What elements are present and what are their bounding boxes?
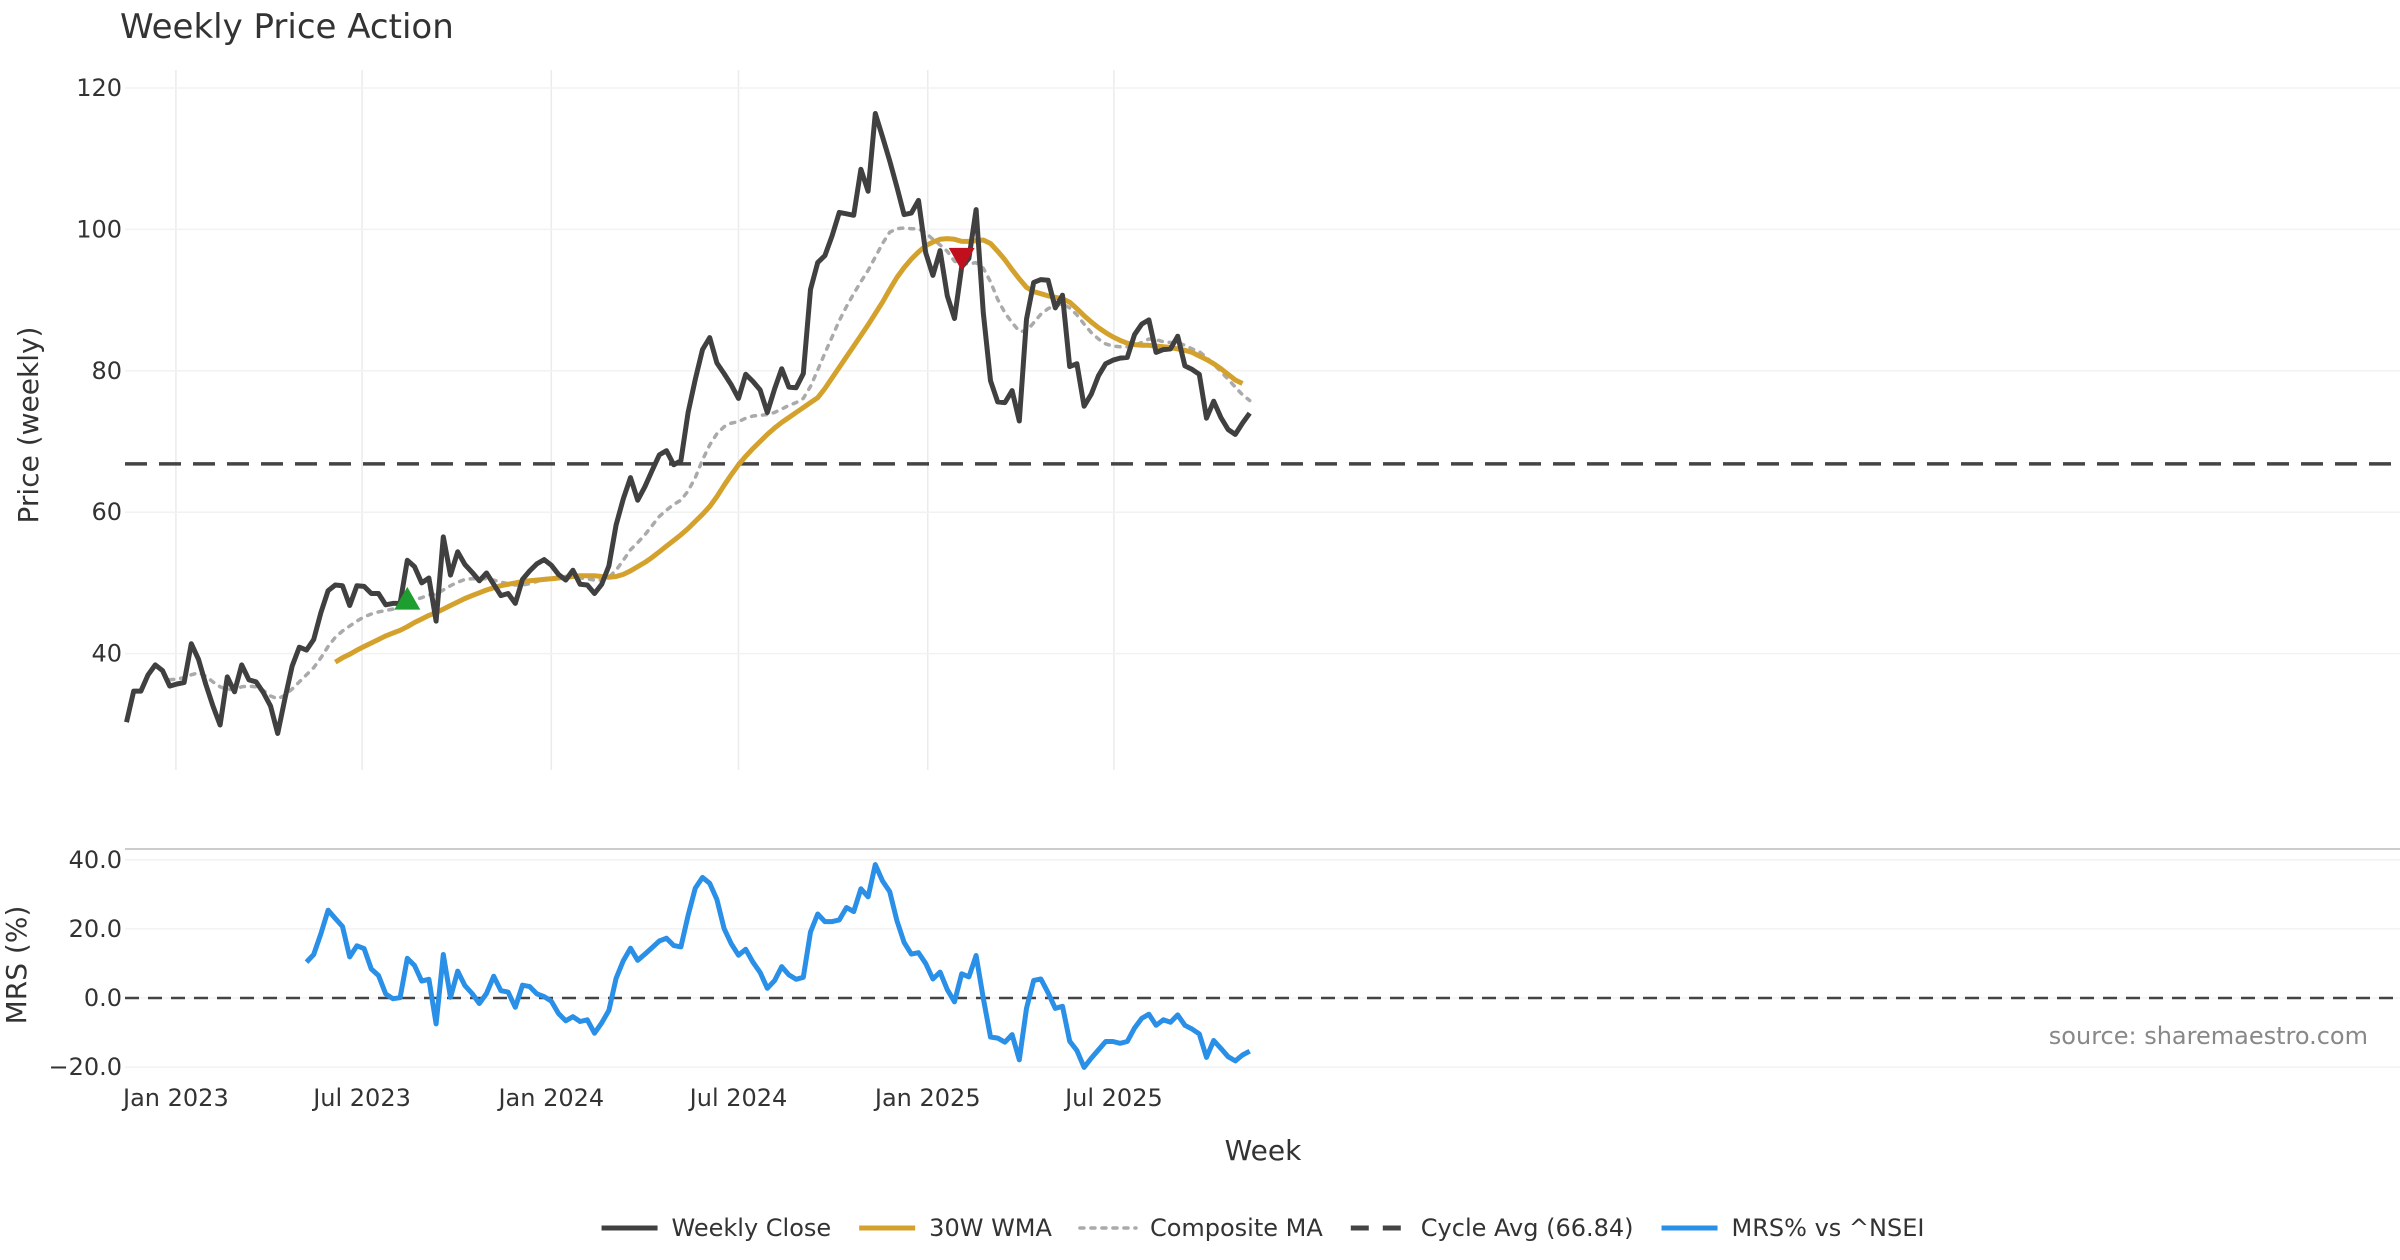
legend-item: 30W WMA	[859, 1214, 1053, 1242]
price-y-tick-label: 40	[91, 640, 122, 668]
legend-item: Composite MA	[1078, 1214, 1323, 1242]
mrs-y-tick-labels: 40.0 20.0 0.0 −20.0	[48, 846, 122, 1081]
mrs-y-tick-label: 0.0	[84, 984, 122, 1012]
mrs-panel: 40.0 20.0 0.0 −20.0 MRS (%) source: sharema…	[0, 846, 2400, 1081]
x-tick-label: Jul 2023	[311, 1084, 411, 1112]
price-y-tick-label: 60	[91, 498, 122, 526]
legend: Weekly Close 30W WMA Composite MA Cycle Avg…	[601, 1214, 1925, 1242]
legend-label: 30W WMA	[929, 1214, 1052, 1242]
price-panel: 40 60 80 100 120 Price (weekly)	[12, 70, 2400, 770]
source-note: source: sharemaestro.com	[2049, 1022, 2368, 1050]
mrs-series-group	[304, 862, 1251, 1070]
price-horizontal-grid	[125, 87, 2400, 655]
legend-label: MRS% vs ^NSEI	[1732, 1214, 1925, 1242]
chart-title: Weekly Price Action	[120, 7, 454, 47]
x-tick-label: Jul 2024	[688, 1084, 788, 1112]
x-tick-label: Jan 2023	[121, 1084, 229, 1112]
price-series-group	[124, 111, 1252, 736]
price-y-tick-label: 80	[91, 357, 122, 385]
legend-item: MRS% vs ^NSEI	[1661, 1214, 1925, 1242]
x-tick-label: Jul 2025	[1063, 1084, 1163, 1112]
legend-item: Cycle Avg (66.84)	[1350, 1214, 1634, 1242]
30w-wma-line	[334, 236, 1244, 665]
x-tick-label: Jan 2024	[496, 1084, 604, 1112]
weekly-close-line	[124, 111, 1252, 736]
legend-label: Cycle Avg (66.84)	[1421, 1214, 1634, 1242]
composite-ma-line	[167, 226, 1252, 701]
mrs-line	[304, 862, 1251, 1070]
mrs-y-axis-title: MRS (%)	[0, 906, 33, 1025]
price-y-tick-label: 120	[76, 74, 122, 102]
mrs-y-tick-label: 40.0	[69, 846, 122, 874]
mrs-y-tick-label: −20.0	[48, 1053, 122, 1081]
legend-label: Weekly Close	[672, 1214, 832, 1242]
sell-signal-marker	[948, 247, 975, 271]
legend-item: Weekly Close	[601, 1214, 832, 1242]
price-y-tick-label: 100	[76, 215, 122, 243]
legend-label: Composite MA	[1150, 1214, 1323, 1242]
buy-signal-marker	[394, 586, 421, 610]
signal-markers	[394, 247, 975, 610]
x-tick-label: Jan 2025	[873, 1084, 981, 1112]
price-y-axis-title: Price (weekly)	[12, 327, 45, 524]
x-axis-title: Week	[1225, 1134, 1302, 1167]
mrs-y-tick-label: 20.0	[69, 915, 122, 943]
x-tick-labels: Jan 2023 Jul 2023 Jan 2024 Jul 2024 Jan 2025…	[121, 1084, 1163, 1112]
price-y-tick-labels: 40 60 80 100 120	[76, 74, 122, 668]
